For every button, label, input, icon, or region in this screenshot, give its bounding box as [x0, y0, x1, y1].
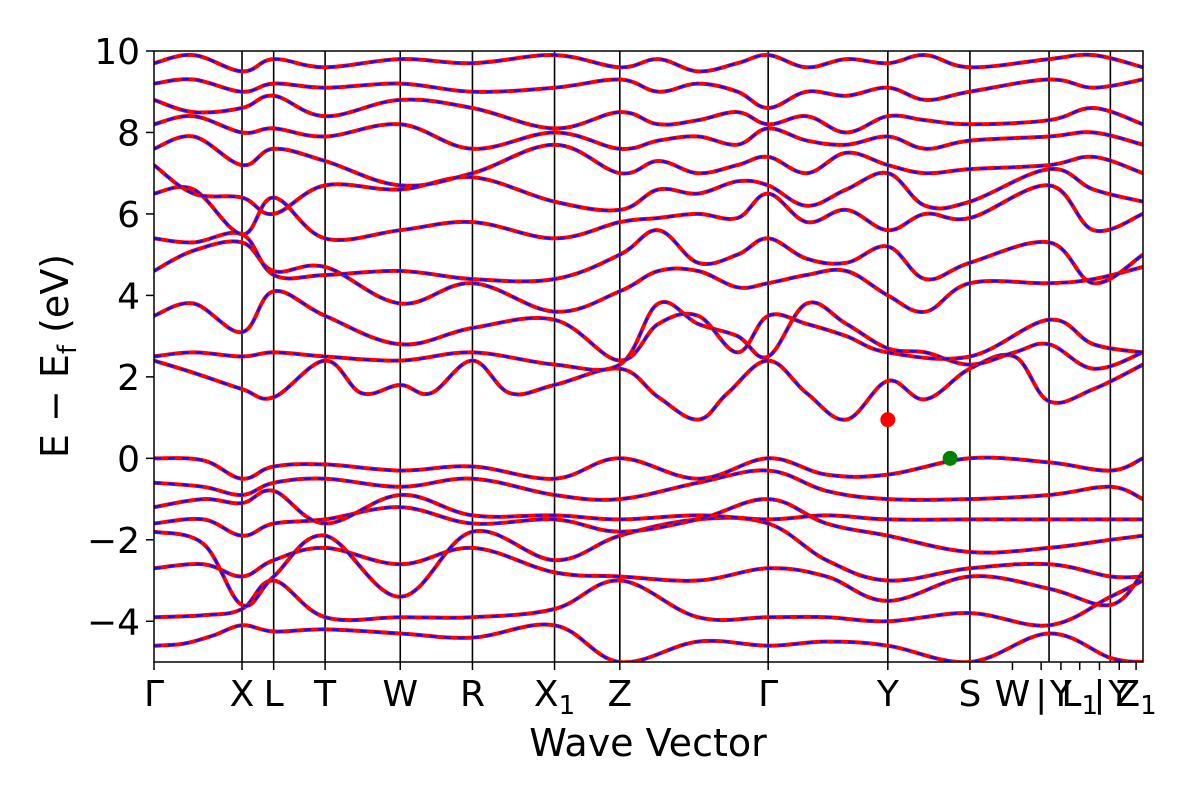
x-tick-label-7: Z: [607, 674, 632, 715]
band-0-series-1: [154, 622, 1143, 662]
y-tick-label-6: 8: [117, 113, 140, 154]
y-axis-label: E − Ef (eV): [33, 254, 83, 458]
band-9-series-1: [154, 300, 1143, 372]
band-13-series-2: [154, 184, 1143, 242]
x-tick-label-15: |: [1093, 674, 1105, 715]
band-6-series-2: [154, 469, 1143, 502]
x-tick-label-4: W: [382, 674, 418, 715]
band-3-series-2: [154, 516, 1143, 608]
x-tick-label-1: X: [230, 674, 255, 715]
band-edge-markers: [880, 412, 958, 466]
x-axis-label: Wave Vector: [529, 721, 767, 765]
plot-frame: [153, 50, 1144, 663]
y-axis-label-sub: f: [53, 344, 83, 354]
x-tick-label-9: Y: [876, 674, 900, 715]
x-tick-label-6: X1: [534, 674, 575, 721]
band-17-series-2: [154, 94, 1143, 134]
x-axis-ticks: Γ X L T W R X1 Z Γ Y S W | YL1| YZ1: [144, 662, 1157, 721]
band-12-series-2: [154, 228, 1143, 285]
band-11-series-2: [154, 240, 1143, 314]
x-tick-label-8: Γ: [758, 674, 778, 715]
band-10-series-2: [154, 289, 1143, 362]
band-18-series-2: [154, 78, 1143, 110]
y-tick-label-2: 0: [117, 439, 140, 480]
y-tick-label-7: 10: [94, 32, 140, 73]
y-tick-label-0: −4: [87, 602, 140, 643]
band-15-series-2: [154, 134, 1143, 188]
band-19-series-2: [154, 53, 1143, 73]
x-tick-label-5: R: [460, 674, 485, 715]
marker-1: [942, 450, 958, 466]
x-tick-label-0: Γ: [144, 674, 164, 715]
band-14-series-2: [154, 164, 1143, 216]
x-tick-label-2: L: [264, 674, 284, 715]
x-tick-label-3: T: [313, 674, 337, 715]
y-axis-ticks: −4 −2 0 2 4 6 8 10: [87, 32, 154, 643]
y-tick-label-5: 6: [117, 195, 140, 236]
y-axis-label-main: E − E: [33, 354, 77, 458]
bands: [154, 52, 1143, 662]
band-2-series-2: [154, 546, 1143, 607]
x-tick-label-12: |: [1035, 674, 1047, 715]
x-tick-label-16: Y: [1107, 674, 1131, 715]
band-8-series-2: [154, 353, 1143, 421]
band-16-series-2: [154, 114, 1143, 151]
y-tick-label-1: −2: [87, 521, 140, 562]
y-tick-label-3: 2: [117, 358, 140, 399]
x-tick-label-13: Y: [1049, 674, 1073, 715]
x-tick-label-10: S: [958, 674, 981, 715]
x-tick-label-11: W: [995, 674, 1031, 715]
marker-0: [880, 412, 896, 428]
y-tick-label-4: 4: [117, 276, 140, 317]
x-tick-label-17: Z1: [1115, 674, 1156, 721]
x-tick-label-14: L1: [1061, 674, 1098, 721]
band-7-series-2: [154, 456, 1143, 480]
y-axis-label-unit: (eV): [33, 254, 77, 345]
band-5-series-2: [154, 489, 1143, 525]
band-1-series-2: [154, 579, 1143, 627]
band-4-series-2: [154, 497, 1143, 554]
